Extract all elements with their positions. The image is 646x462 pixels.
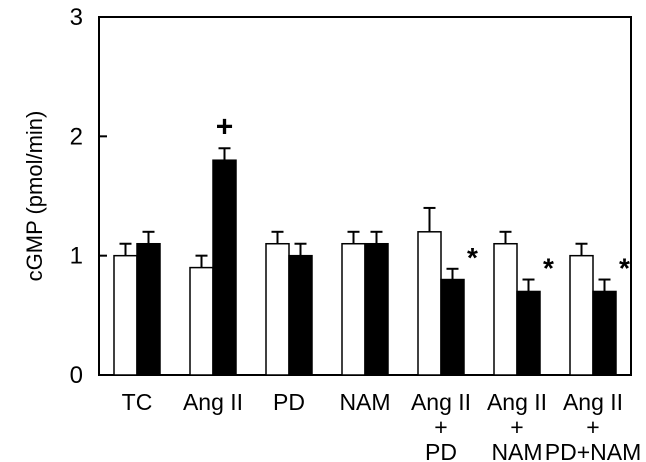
y-tick-label-1: 1 xyxy=(70,243,83,270)
category-label-6-line3: PD+NAM xyxy=(545,439,642,462)
bar-series1-5 xyxy=(516,290,541,376)
y-tick-label-2: 2 xyxy=(70,123,83,150)
bars-group: + * * * xyxy=(113,110,630,376)
category-label-5-line1: Ang II xyxy=(487,389,547,415)
category-label-5-line2: + xyxy=(510,414,523,440)
bar-series0-4 xyxy=(417,231,442,376)
bar-series1-4 xyxy=(440,278,465,376)
category-label-4-line1: Ang II xyxy=(411,389,471,415)
category-label-4-line3: PD xyxy=(425,439,457,462)
y-axis: 0 1 2 3 xyxy=(70,4,107,389)
significance-marker-1-6: * xyxy=(619,253,630,284)
category-label-4-line2: + xyxy=(434,414,447,440)
bar-series0-3 xyxy=(341,242,366,376)
significance-marker-1-1: + xyxy=(216,110,234,143)
bar-series1-2 xyxy=(288,254,313,376)
bar-series1-3 xyxy=(364,242,389,376)
bar-series0-1 xyxy=(189,266,214,376)
bar-series0-5 xyxy=(493,242,518,376)
category-label-3-line1: NAM xyxy=(339,389,390,415)
bar-series1-1 xyxy=(212,159,237,376)
category-label-6-line1: Ang II xyxy=(563,389,623,415)
bar-series0-6 xyxy=(569,254,594,376)
y-axis-label: cGMP (pmol/min) xyxy=(22,111,47,282)
significance-marker-1-4: * xyxy=(467,242,478,273)
bar-series1-6 xyxy=(592,290,617,376)
category-label-0-line1: TC xyxy=(122,389,153,415)
bar-series0-0 xyxy=(113,254,138,376)
category-label-5-line3: NAM xyxy=(491,439,542,462)
significance-marker-1-5: * xyxy=(543,253,554,284)
category-label-6-line2: + xyxy=(586,414,599,440)
y-tick-label-0: 0 xyxy=(70,362,83,389)
category-label-1-line1: Ang II xyxy=(183,389,243,415)
bar-series1-0 xyxy=(136,242,161,376)
category-label-2-line1: PD xyxy=(273,389,305,415)
bar-series0-2 xyxy=(265,242,290,376)
y-tick-label-3: 3 xyxy=(70,4,83,31)
